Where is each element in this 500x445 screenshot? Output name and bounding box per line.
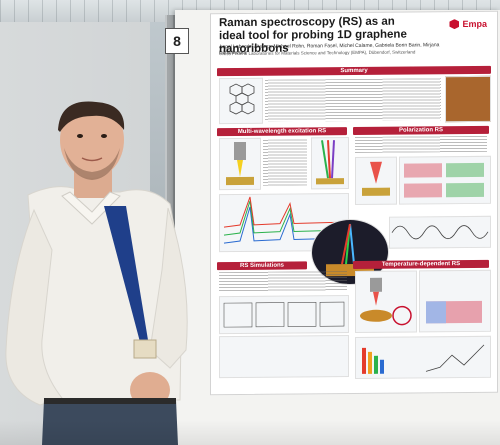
summary-text [265, 78, 441, 122]
polarization-setup [355, 156, 397, 205]
temperature-plot [419, 269, 491, 333]
booth-number: 8 [165, 28, 189, 54]
poster-affiliation: Swiss Federal Laboratories for Materials… [219, 49, 416, 57]
empa-logo-text: Empa [462, 18, 487, 30]
polarization-wave-plot [391, 225, 489, 240]
wavelength-beams [316, 140, 344, 185]
right-arm [149, 207, 188, 369]
beard [64, 148, 120, 180]
right-eye [101, 134, 107, 138]
simulations-table [219, 335, 349, 379]
belt [44, 398, 176, 404]
hair [58, 101, 125, 132]
simulations-text [219, 271, 347, 293]
empa-logo-icon [449, 19, 459, 29]
temperature-bars [362, 344, 485, 374]
section-summary: Summary [217, 65, 491, 77]
summary-figure [219, 77, 263, 125]
left-arm [5, 208, 63, 406]
temperature-setup [355, 270, 417, 333]
temperature-map [426, 300, 482, 324]
name-badge [133, 339, 157, 359]
laser-figure [219, 137, 261, 191]
section-simulations: RS Simulations [217, 261, 307, 271]
laser-icon [226, 141, 254, 186]
polarization-waves [389, 215, 491, 249]
person [5, 101, 188, 445]
floor-shadow [0, 420, 500, 445]
polarization-plots [399, 155, 491, 205]
section-temperature: Temperature-dependent RS [353, 259, 489, 270]
graphene-lattice-icon [229, 83, 255, 115]
section-multi-wavelength: Multi-wavelength excitation RS [217, 127, 347, 137]
simulations-figure [219, 295, 349, 335]
mouth [81, 157, 103, 162]
polarization-bars [404, 162, 484, 198]
lanyard [104, 206, 148, 342]
multi-spectra [219, 193, 349, 253]
temperature-spectra [355, 335, 491, 379]
raman-spectra-plot [223, 196, 345, 244]
summary-photo [445, 75, 491, 123]
nanoribbon-structures [223, 301, 345, 328]
empa-logo: Empa [449, 19, 487, 29]
jeans [42, 400, 178, 445]
polarization-text [355, 135, 487, 153]
poster: Raman spectroscopy (RS) as an ideal tool… [210, 10, 498, 396]
heater-stage-icon [360, 277, 412, 326]
left-eye [77, 134, 83, 138]
polarization-icon [362, 161, 390, 196]
multi-text [263, 139, 307, 186]
section-polarization: Polarization RS [353, 125, 489, 136]
collar [61, 191, 121, 225]
multi-figure [311, 137, 349, 190]
face [60, 102, 124, 178]
